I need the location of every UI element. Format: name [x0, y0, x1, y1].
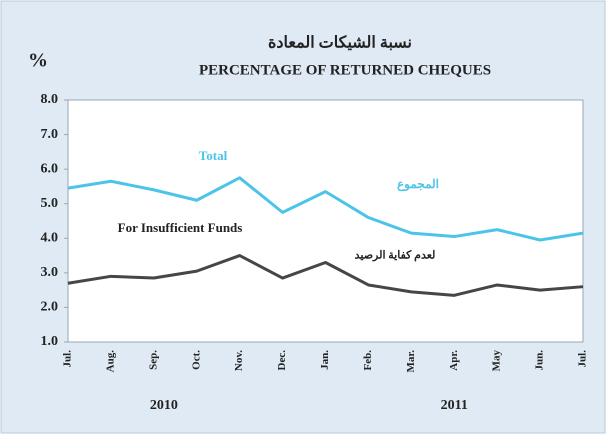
x-tick-label: Feb. [362, 350, 374, 371]
y-tick-label: 7.0 [41, 127, 59, 142]
y-tick-label: 4.0 [41, 231, 59, 246]
x-tick-label: Apr. [448, 350, 460, 371]
plot-area [67, 99, 584, 343]
y-tick-label: 6.0 [41, 161, 59, 176]
y-tick-label: 8.0 [41, 92, 59, 107]
x-tick-label: Aug. [104, 350, 116, 373]
series-line [67, 176, 584, 242]
series-label: Total [199, 148, 228, 163]
series-label: For Insufficient Funds [118, 220, 243, 235]
series-label-arabic: لعدم كفاية الرصيد [355, 250, 436, 262]
series-line [67, 254, 584, 297]
x-group-label: 2010 [150, 398, 178, 413]
unit-label: % [28, 50, 48, 72]
y-tick-label: 2.0 [41, 300, 59, 315]
chart-title: PERCENTAGE OF RETURNED CHEQUES [199, 62, 491, 78]
x-tick-label: Jul. [577, 350, 589, 368]
y-tick-label: 5.0 [41, 196, 59, 211]
x-tick-label: Jun. [534, 350, 546, 371]
x-tick-label: Jul. [62, 350, 74, 368]
x-tick-label: Dec. [276, 350, 288, 371]
x-tick-label: Nov. [233, 350, 245, 371]
y-tick-label: 3.0 [41, 265, 59, 280]
x-tick-label: May [491, 350, 503, 372]
x-tick-label: Mar. [405, 350, 417, 373]
x-tick-label: Oct. [190, 350, 202, 370]
title-arabic: نسبة الشيكات المعادة [268, 35, 412, 52]
series-label-arabic: المجموع [397, 177, 439, 192]
y-tick-label: 1.0 [41, 334, 59, 349]
x-tick-label: Jan. [319, 350, 331, 370]
x-group-label: 2011 [441, 398, 468, 413]
x-tick-label: Sep. [147, 350, 159, 370]
